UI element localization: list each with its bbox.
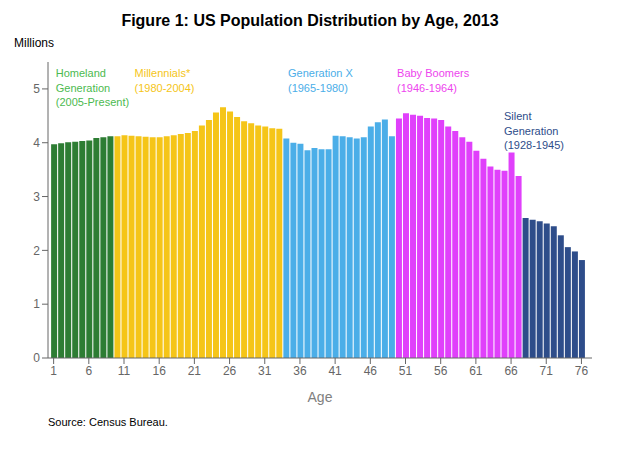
svg-text:HomelandGeneration(2005-Presen: HomelandGeneration(2005-Present) bbox=[56, 67, 129, 108]
svg-text:11: 11 bbox=[118, 364, 131, 378]
svg-text:4: 4 bbox=[33, 136, 40, 150]
svg-text:26: 26 bbox=[223, 364, 237, 378]
svg-text:6: 6 bbox=[85, 364, 92, 378]
svg-text:21: 21 bbox=[188, 364, 202, 378]
svg-text:76: 76 bbox=[575, 364, 589, 378]
svg-text:1: 1 bbox=[33, 297, 40, 311]
svg-text:2: 2 bbox=[33, 244, 40, 258]
svg-text:16: 16 bbox=[153, 364, 167, 378]
svg-text:3: 3 bbox=[33, 190, 40, 204]
svg-text:46: 46 bbox=[364, 364, 378, 378]
svg-text:1: 1 bbox=[50, 364, 57, 378]
svg-text:36: 36 bbox=[293, 364, 307, 378]
svg-text:5: 5 bbox=[33, 82, 40, 96]
svg-text:31: 31 bbox=[258, 364, 272, 378]
html-text:Source: Census Bureau.: Source: Census Bureau. bbox=[48, 416, 168, 428]
svg-text:Millennials*(1980-2004): Millennials*(1980-2004) bbox=[135, 67, 195, 93]
svg-text:71: 71 bbox=[540, 364, 554, 378]
svg-text:61: 61 bbox=[469, 364, 483, 378]
svg-text:Generation X(1965-1980): Generation X(1965-1980) bbox=[288, 67, 353, 93]
svg-text:Baby Boomers(1946-1964): Baby Boomers(1946-1964) bbox=[397, 67, 470, 93]
svg-text:56: 56 bbox=[434, 364, 448, 378]
svg-text:Age: Age bbox=[308, 389, 333, 405]
svg-text:41: 41 bbox=[328, 364, 342, 378]
svg-text:51: 51 bbox=[399, 364, 413, 378]
html-text:Millions: Millions bbox=[14, 36, 54, 50]
svg-text:66: 66 bbox=[504, 364, 518, 378]
svg-text:SilentGeneration(1928-1945): SilentGeneration(1928-1945) bbox=[504, 110, 564, 151]
svg-text:0: 0 bbox=[33, 351, 40, 365]
html-text:Figure 1: US Population Distri: Figure 1: US Population Distribution by … bbox=[121, 12, 499, 29]
